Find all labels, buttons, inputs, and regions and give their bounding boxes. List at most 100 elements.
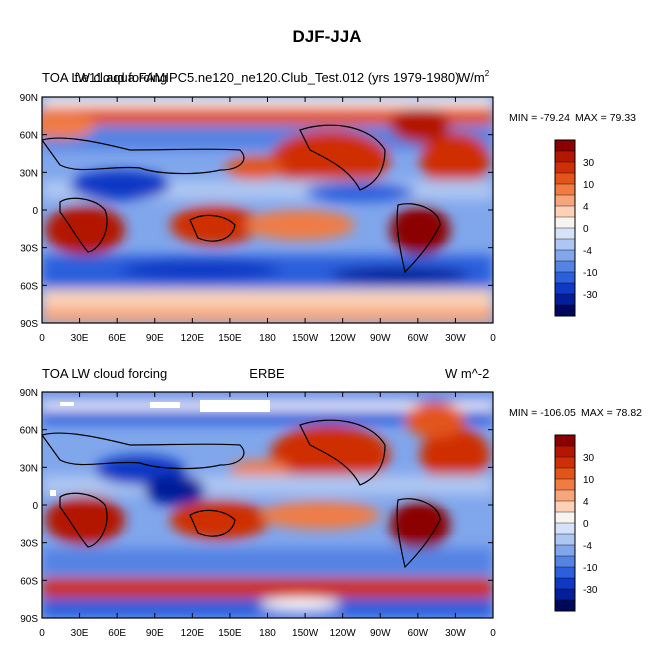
colorbar-swatch xyxy=(555,283,575,295)
colorbar-swatch xyxy=(555,567,575,579)
missing-data xyxy=(50,400,270,496)
colorbar-swatch xyxy=(555,195,575,207)
lat-tick-label: 0 xyxy=(32,206,38,217)
panel-left-title: TOA LW cloud forcing xyxy=(42,366,167,381)
colorbar-tick-label: 30 xyxy=(583,158,595,169)
lat-tick-label: 60N xyxy=(20,426,38,437)
colorbar-tick-label: 4 xyxy=(583,497,589,508)
lon-tick-label: 30W xyxy=(445,628,466,639)
colorbar-tick-label: -4 xyxy=(583,541,592,552)
lat-tick-label: 30N xyxy=(20,168,38,179)
panel-units: W m^-2 xyxy=(445,366,489,381)
colorbar-swatch xyxy=(555,545,575,557)
lon-tick-label: 0 xyxy=(490,333,496,344)
figure-title: DJF-JJA xyxy=(293,27,362,46)
lon-tick-label: 90W xyxy=(370,628,391,639)
colorbar-swatch xyxy=(555,523,575,535)
lat-tick-label: 60S xyxy=(20,576,38,587)
lon-tick-label: 0 xyxy=(39,333,45,344)
colorbar-swatch xyxy=(555,162,575,174)
colorbar-swatch xyxy=(555,272,575,284)
colorbar-swatch xyxy=(555,534,575,546)
colorbar-tick-label: -10 xyxy=(583,563,598,574)
lon-tick-label: 150W xyxy=(292,333,319,344)
colorbar-tick-label: 0 xyxy=(583,224,589,235)
lat-tick-label: 30S xyxy=(20,244,38,255)
map-panel-model: TOA LW cloud forcing f.e11.aqua.FAMIPC5.… xyxy=(20,69,637,344)
lat-tick-label: 60N xyxy=(20,131,38,142)
lon-tick-label: 60E xyxy=(108,333,126,344)
colorbar-tick-label: -10 xyxy=(583,268,598,279)
lon-tick-label: 120W xyxy=(330,628,357,639)
colorbar-swatch xyxy=(555,479,575,491)
panel-left-title: TOA LW cloud forcing xyxy=(42,70,167,85)
map-field xyxy=(42,97,493,323)
lon-tick-label: 60W xyxy=(408,628,429,639)
lon-tick-label: 60E xyxy=(108,628,126,639)
colorbar-swatch xyxy=(555,589,575,601)
colorbar-swatch xyxy=(555,206,575,218)
colorbar-swatch xyxy=(555,228,575,240)
min-label: MIN = -106.05 xyxy=(509,407,576,419)
map-panel-obs: TOA LW cloud forcing ERBE W m^-2 xyxy=(20,366,643,639)
colorbar-tick-label: 0 xyxy=(583,519,589,530)
colorbar-swatch xyxy=(555,261,575,273)
lon-tick-label: 120W xyxy=(330,333,357,344)
colorbar-swatch xyxy=(555,446,575,458)
lon-axis: 0 30E 60E 90E 120E 150E 180 150W 120W 90W 60W 30W 0 xyxy=(39,97,496,344)
coastlines xyxy=(42,419,441,569)
colorbar-swatch xyxy=(555,512,575,524)
colorbar-swatch xyxy=(555,184,575,196)
map-field xyxy=(42,392,493,618)
colorbar-tick-label: 4 xyxy=(583,202,589,213)
lon-tick-label: 90E xyxy=(146,628,164,639)
lat-axis: 90N 60N 30N 0 30S 60S 90S xyxy=(20,388,493,625)
lon-tick-label: 90E xyxy=(146,333,164,344)
max-label: MAX = 79.33 xyxy=(575,112,636,124)
colorbar-tick-label: 30 xyxy=(583,453,595,464)
lon-tick-label: 120E xyxy=(181,628,205,639)
lat-tick-label: 0 xyxy=(32,501,38,512)
lat-tick-label: 90S xyxy=(20,614,38,625)
colorbar-swatch xyxy=(555,140,575,152)
colorbar-swatch xyxy=(555,294,575,306)
colorbar: 30 10 4 0 -4 -10 -30 xyxy=(554,434,598,612)
lon-tick-label: 120E xyxy=(181,333,205,344)
lat-tick-label: 30N xyxy=(20,463,38,474)
lon-tick-label: 180 xyxy=(259,628,276,639)
colorbar-tick-label: 10 xyxy=(583,475,595,486)
lon-tick-label: 0 xyxy=(39,628,45,639)
colorbar-tick-label: -30 xyxy=(583,290,598,301)
lon-tick-label: 60W xyxy=(408,333,429,344)
lat-tick-label: 90S xyxy=(20,319,38,330)
colorbar: 30 10 4 0 -4 -10 -30 xyxy=(554,139,598,317)
colorbar-tick-label: -4 xyxy=(583,246,592,257)
lon-tick-label: 150E xyxy=(218,628,242,639)
lat-axis: 90N 60N 30N 0 30S 60S 90S xyxy=(20,93,493,330)
lat-tick-label: 90N xyxy=(20,93,38,104)
min-label: MIN = -79.24 xyxy=(509,112,570,124)
colorbar-swatch xyxy=(555,490,575,502)
panel-center-title: ERBE xyxy=(249,366,285,381)
colorbar-swatch xyxy=(555,468,575,480)
max-label: MAX = 78.82 xyxy=(581,407,642,419)
panel-units: W/m2 xyxy=(458,69,490,85)
colorbar-swatch xyxy=(555,435,575,447)
lon-tick-label: 180 xyxy=(259,333,276,344)
colorbar-swatch xyxy=(555,151,575,163)
colorbar-swatch xyxy=(555,173,575,185)
lon-tick-label: 30E xyxy=(71,333,89,344)
lon-tick-label: 150E xyxy=(218,333,242,344)
colorbar-tick-label: 10 xyxy=(583,180,595,191)
lon-tick-label: 30E xyxy=(71,628,89,639)
lat-tick-label: 30S xyxy=(20,539,38,550)
colorbar-swatch xyxy=(555,305,575,317)
lon-tick-label: 90W xyxy=(370,333,391,344)
panel-center-title: f.e11.aqua.FAMIPC5.ne120_ne120.Club_Test… xyxy=(75,70,460,85)
lon-tick-label: 0 xyxy=(490,628,496,639)
lat-tick-label: 60S xyxy=(20,281,38,292)
coastlines xyxy=(42,124,441,274)
colorbar-swatch xyxy=(555,578,575,590)
colorbar-tick-label: -30 xyxy=(583,585,598,596)
